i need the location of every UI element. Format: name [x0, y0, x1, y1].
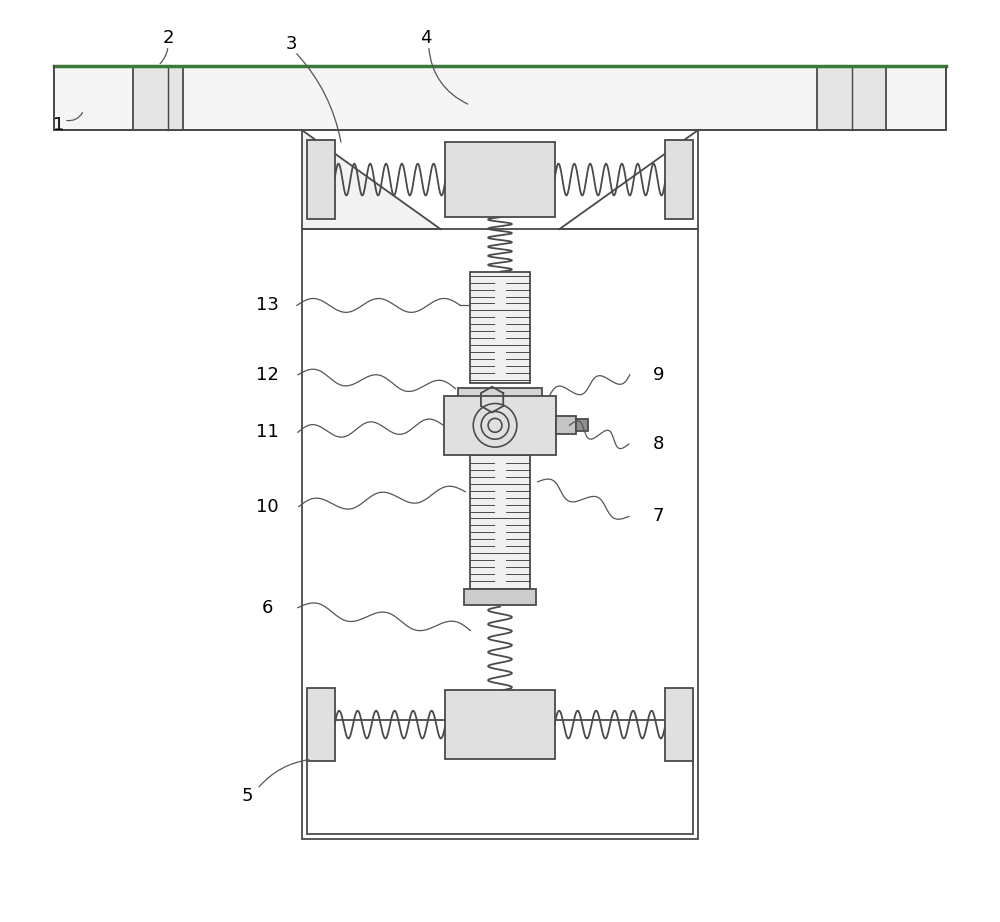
Bar	[307, 688, 335, 762]
Bar	[576, 420, 588, 431]
Bar	[665, 140, 693, 219]
Bar	[445, 690, 555, 760]
Text: 13: 13	[256, 296, 279, 314]
Bar	[458, 387, 542, 412]
Bar	[817, 65, 886, 130]
Text: 10: 10	[256, 498, 278, 515]
Text: 2: 2	[162, 29, 174, 47]
Bar	[556, 417, 576, 434]
Text: 11: 11	[256, 423, 278, 442]
Bar	[470, 455, 530, 591]
Bar	[665, 688, 693, 762]
Bar	[445, 142, 555, 218]
Bar	[307, 140, 335, 219]
Text: 5: 5	[242, 787, 253, 805]
Polygon shape	[302, 130, 441, 229]
Text: 6: 6	[261, 598, 273, 617]
Text: 8: 8	[653, 435, 664, 453]
Bar	[444, 396, 556, 455]
Text: 7: 7	[653, 507, 664, 526]
Text: 9: 9	[653, 366, 664, 384]
Bar	[464, 589, 536, 605]
Bar	[302, 229, 698, 838]
Bar	[133, 65, 183, 130]
Bar	[307, 720, 693, 833]
Text: 4: 4	[420, 29, 431, 47]
Text: 12: 12	[256, 366, 279, 384]
Bar	[470, 272, 530, 383]
Text: 3: 3	[286, 35, 298, 53]
Text: 1: 1	[53, 116, 65, 134]
Bar	[54, 65, 946, 130]
